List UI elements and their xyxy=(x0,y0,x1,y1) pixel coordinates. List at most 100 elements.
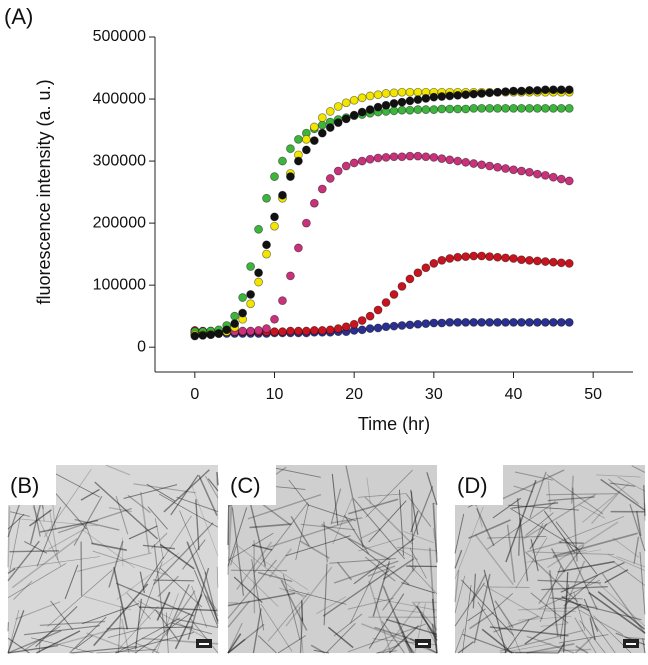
data-point xyxy=(398,321,406,329)
data-point xyxy=(557,104,565,112)
data-point xyxy=(494,163,502,171)
data-point xyxy=(549,104,557,112)
data-point xyxy=(454,318,462,326)
data-point xyxy=(478,104,486,112)
data-point xyxy=(557,318,565,326)
data-point xyxy=(430,93,438,101)
data-point xyxy=(486,162,494,170)
data-point xyxy=(318,114,326,122)
data-point xyxy=(326,124,334,132)
data-point xyxy=(438,105,446,113)
data-point xyxy=(390,99,398,107)
data-point xyxy=(382,101,390,109)
data-point xyxy=(438,155,446,163)
data-point xyxy=(557,86,565,94)
data-point xyxy=(223,326,231,334)
data-point xyxy=(557,259,565,267)
data-point xyxy=(398,88,406,96)
data-point xyxy=(334,119,342,127)
data-point xyxy=(549,258,557,266)
data-point xyxy=(310,123,318,131)
data-point xyxy=(334,325,342,333)
data-point xyxy=(366,155,374,163)
data-point xyxy=(462,91,470,99)
data-point xyxy=(271,222,279,230)
data-point xyxy=(398,106,406,114)
data-point xyxy=(239,309,247,317)
data-point xyxy=(239,327,247,335)
data-point xyxy=(422,264,430,272)
image-label: (C) xyxy=(230,473,261,498)
data-point xyxy=(255,225,263,233)
data-point xyxy=(406,275,414,283)
data-point xyxy=(478,161,486,169)
scale-bar xyxy=(626,643,636,645)
data-point xyxy=(502,88,510,96)
data-point xyxy=(414,152,422,160)
data-point xyxy=(494,88,502,96)
data-point xyxy=(478,318,486,326)
fibril xyxy=(559,543,583,544)
data-point xyxy=(462,318,470,326)
data-point xyxy=(390,107,398,115)
data-point xyxy=(398,98,406,106)
data-point xyxy=(358,326,366,334)
data-point xyxy=(422,106,430,114)
data-point xyxy=(462,105,470,113)
data-point xyxy=(462,158,470,166)
data-point xyxy=(517,167,525,175)
x-tick-label: 0 xyxy=(190,386,199,403)
data-point xyxy=(247,300,255,308)
scale-bar xyxy=(418,643,428,645)
data-point xyxy=(533,86,541,94)
data-point xyxy=(263,194,271,202)
x-tick-label: 10 xyxy=(266,386,284,403)
scale-bar xyxy=(199,643,209,645)
y-tick-label: 400000 xyxy=(93,90,146,107)
data-point xyxy=(398,282,406,290)
data-point xyxy=(326,326,334,334)
data-point xyxy=(215,330,223,338)
data-point xyxy=(454,105,462,113)
data-point xyxy=(302,135,310,143)
data-point xyxy=(549,86,557,94)
data-point xyxy=(502,254,510,262)
data-point xyxy=(510,166,518,174)
data-point xyxy=(231,312,239,320)
data-point xyxy=(454,157,462,165)
data-point xyxy=(358,94,366,102)
data-point xyxy=(286,327,294,335)
data-point xyxy=(318,121,326,129)
data-point xyxy=(342,323,350,331)
x-tick-label: 20 xyxy=(345,386,363,403)
data-point xyxy=(390,322,398,330)
data-point xyxy=(541,258,549,266)
data-point xyxy=(366,92,374,100)
data-point xyxy=(517,318,525,326)
data-point xyxy=(390,153,398,161)
data-point xyxy=(310,199,318,207)
data-point xyxy=(533,104,541,112)
data-point xyxy=(446,254,454,262)
image-label: (D) xyxy=(457,473,488,498)
data-point xyxy=(358,157,366,165)
data-point xyxy=(446,105,454,113)
data-point xyxy=(271,328,279,336)
data-point xyxy=(366,106,374,114)
y-tick-label: 0 xyxy=(137,338,146,355)
data-point xyxy=(350,159,358,167)
data-point xyxy=(438,93,446,101)
data-point xyxy=(271,213,279,221)
data-point xyxy=(294,327,302,335)
data-point xyxy=(271,173,279,181)
data-point xyxy=(430,106,438,114)
data-point xyxy=(342,115,350,123)
data-point xyxy=(414,320,422,328)
data-point xyxy=(406,88,414,96)
data-point xyxy=(255,326,263,334)
data-point xyxy=(525,104,533,112)
data-point xyxy=(414,269,422,277)
data-point xyxy=(470,90,478,98)
data-point xyxy=(533,257,541,265)
